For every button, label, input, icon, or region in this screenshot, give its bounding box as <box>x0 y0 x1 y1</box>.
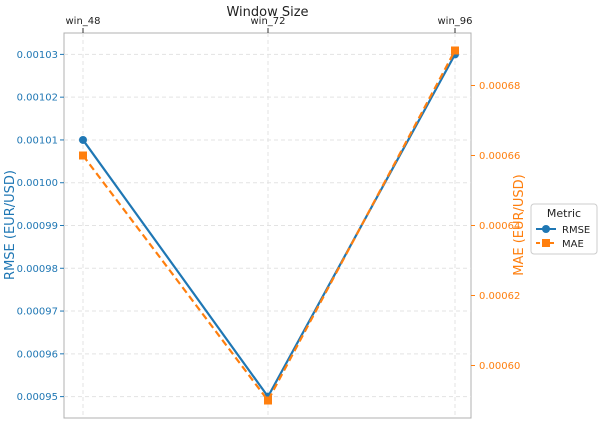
legend-label-mae: MAE <box>562 239 584 250</box>
series-line-mae <box>82 49 456 403</box>
left-tick-label: 0.00100 <box>17 178 58 189</box>
x-axis-label: Window Size <box>226 5 308 20</box>
left-axis: 0.00095 0.00096 0.00097 0.00098 0.00099 0.001… <box>17 50 64 403</box>
right-axis: 0.00060 0.00062 0.00064 0.00066 0.00068 <box>471 81 520 372</box>
left-axis-label: RMSE (EUR/USD) <box>3 170 18 280</box>
data-point-mae <box>79 151 87 160</box>
right-axis-label: MAE (EUR/USD) <box>512 174 527 276</box>
x-tick-label: win_48 <box>65 16 100 27</box>
left-tick-label: 0.00097 <box>17 307 58 318</box>
left-tick-label: 0.00102 <box>17 93 58 104</box>
right-tick-label: 0.00068 <box>479 81 520 92</box>
legend-label-rmse: RMSE <box>562 225 590 236</box>
left-tick-label: 0.00095 <box>17 392 58 403</box>
left-tick-label: 0.00101 <box>17 135 58 146</box>
x-tick-label: win_96 <box>437 16 472 27</box>
legend-marker-mae <box>542 239 550 247</box>
series-group <box>79 46 459 405</box>
legend-title: Metric <box>547 207 581 220</box>
left-tick-label: 0.00103 <box>17 50 58 61</box>
right-tick-label: 0.00062 <box>479 291 520 302</box>
x-tick-label: win_72 <box>250 16 285 27</box>
right-tick-label: 0.00060 <box>479 361 520 372</box>
data-point-mae <box>264 396 272 405</box>
grid <box>64 33 471 418</box>
legend-marker-rmse <box>542 225 550 233</box>
left-tick-label: 0.00098 <box>17 264 58 275</box>
right-tick-label: 0.00064 <box>479 221 520 232</box>
right-tick-label: 0.00066 <box>479 151 520 162</box>
x-axis: win_48 win_72 win_96 <box>65 16 473 33</box>
legend: Metric RMSE MAE <box>530 203 598 255</box>
data-point-rmse <box>79 135 87 144</box>
left-tick-label: 0.00099 <box>17 221 58 232</box>
left-tick-label: 0.00096 <box>17 349 58 360</box>
data-point-mae <box>451 46 459 55</box>
